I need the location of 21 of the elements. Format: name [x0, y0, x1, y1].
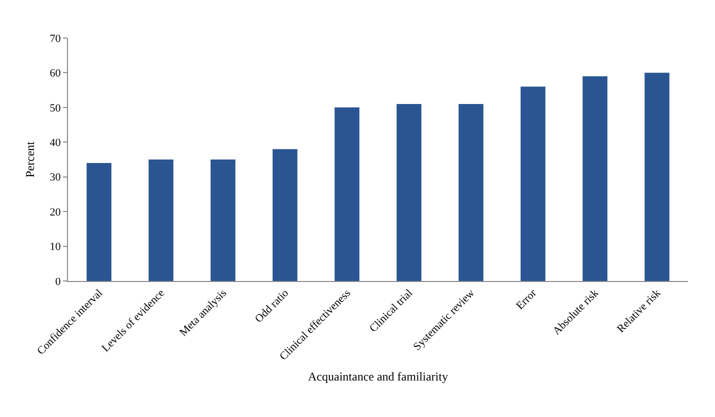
bar — [334, 107, 360, 281]
x-axis-title: Acquaintance and familiarity — [308, 370, 448, 384]
bar — [520, 86, 546, 281]
bar — [582, 76, 608, 281]
y-tick-label: 20 — [50, 206, 62, 218]
y-tick-label: 30 — [50, 172, 62, 184]
y-tick-label: 50 — [50, 102, 62, 114]
bar — [148, 160, 174, 281]
bar — [458, 104, 484, 281]
bar — [210, 160, 236, 281]
y-tick-label: 0 — [55, 276, 62, 288]
x-tick-label: Odd ratio — [252, 286, 292, 326]
bar — [86, 162, 112, 281]
y-tick-label: 60 — [50, 68, 62, 80]
bar — [396, 104, 422, 281]
y-tick-label: 10 — [50, 241, 62, 254]
y-tick-label: 40 — [50, 136, 62, 149]
bar — [272, 149, 298, 281]
y-tick-label: 70 — [50, 32, 62, 45]
bar — [644, 72, 670, 281]
y-axis-title: Percent — [23, 140, 38, 178]
